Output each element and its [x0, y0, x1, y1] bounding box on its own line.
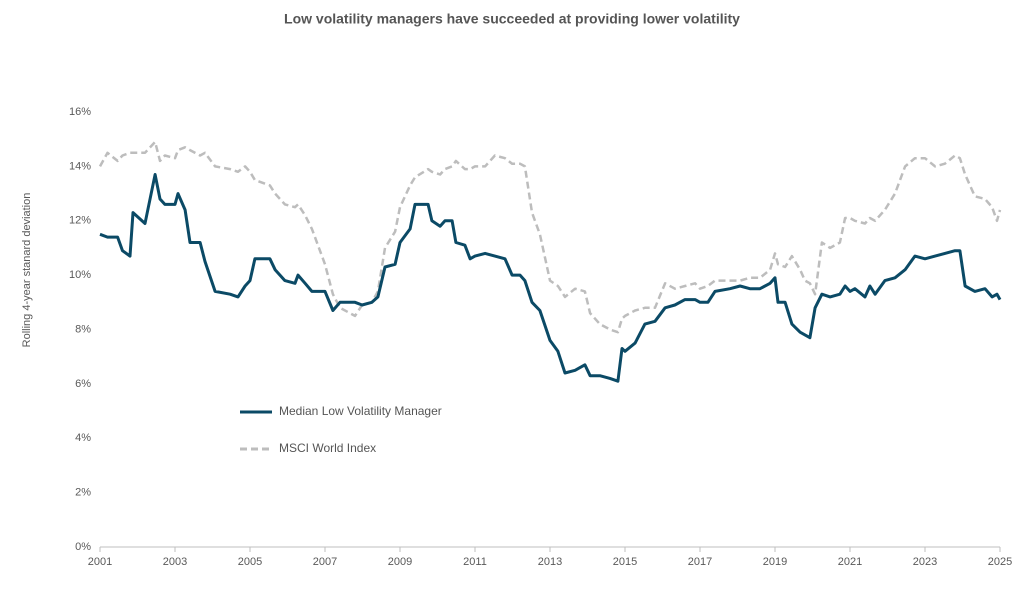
y-tick-label: 14% — [69, 160, 91, 172]
series-line — [99, 173, 1002, 383]
y-tick-label: 10% — [69, 269, 91, 281]
x-tick-label: 2007 — [313, 556, 337, 568]
x-tick-label: 2017 — [688, 556, 712, 568]
y-axis-label: Rolling 4-year stanard deviation — [21, 193, 33, 348]
legend-label: Median Low Volatility Manager — [279, 404, 442, 418]
chart-title: Low volatility managers have succeeded a… — [284, 11, 740, 27]
x-tick-label: 2001 — [88, 556, 112, 568]
y-tick-label: 16% — [69, 106, 91, 118]
x-tick-label: 2021 — [838, 556, 862, 568]
x-tick-label: 2023 — [913, 556, 937, 568]
y-tick-label: 6% — [75, 378, 91, 390]
legend-label: MSCI World Index — [279, 441, 376, 455]
y-tick-label: 2% — [75, 487, 91, 499]
x-tick-label: 2019 — [763, 556, 787, 568]
x-tick-label: 2013 — [538, 556, 562, 568]
x-tick-label: 2003 — [163, 556, 187, 568]
y-tick-label: 8% — [75, 323, 91, 335]
x-tick-label: 2005 — [238, 556, 262, 568]
x-tick-label: 2011 — [463, 556, 487, 568]
x-tick-label: 2009 — [388, 556, 412, 568]
y-tick-label: 4% — [75, 432, 91, 444]
y-tick-label: 12% — [69, 215, 91, 227]
y-tick-label: 0% — [75, 541, 91, 553]
series-line — [98, 140, 1002, 334]
x-tick-label: 2025 — [988, 556, 1012, 568]
x-tick-label: 2015 — [613, 556, 637, 568]
